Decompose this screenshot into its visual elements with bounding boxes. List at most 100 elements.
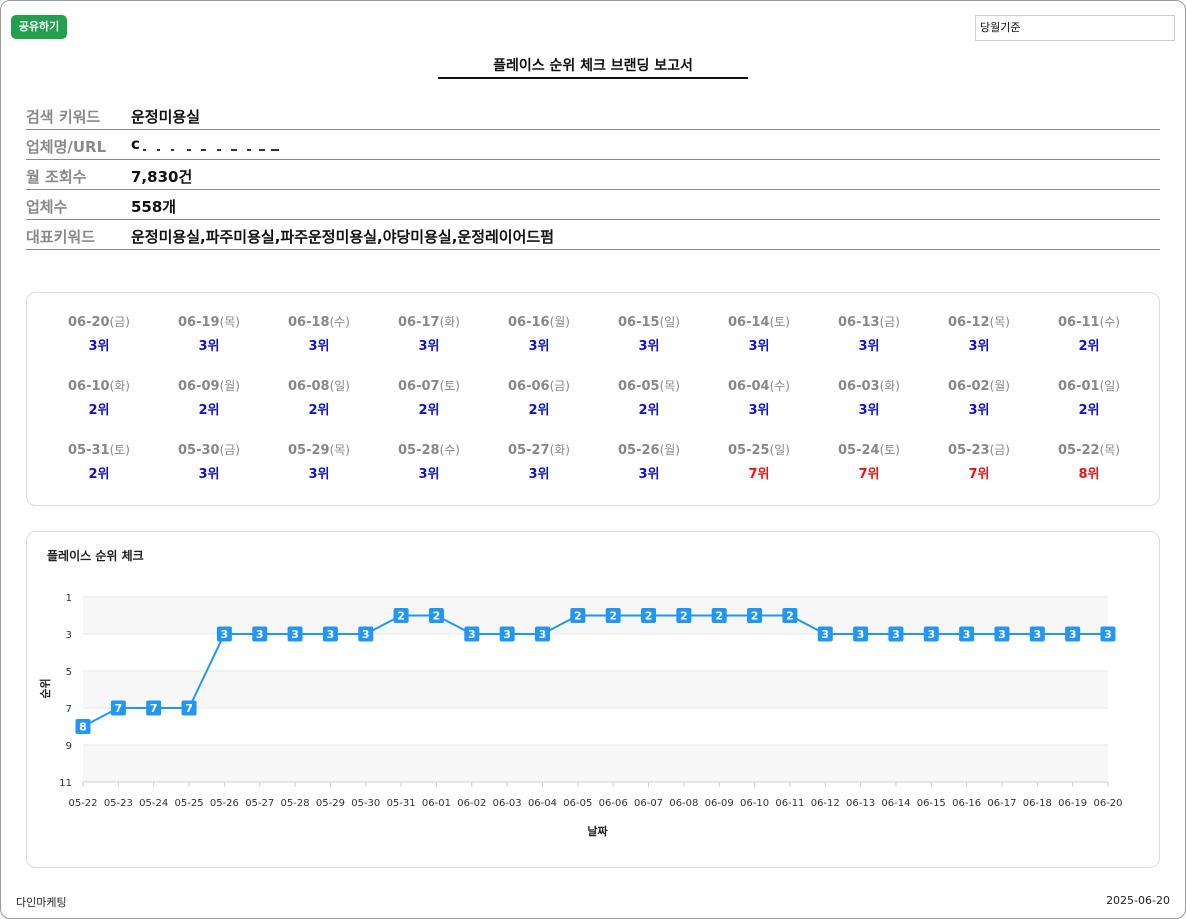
rank-row: 06-10(화) 2위 06-09(월) 2위 06-08(일) 2위 06-07(토) 2위… bbox=[44, 377, 1144, 441]
data-point bbox=[570, 608, 586, 623]
rank-date-text: 05-22 bbox=[1058, 443, 1100, 458]
rank-day-of-week: (금) bbox=[879, 315, 900, 329]
data-point bbox=[1029, 626, 1045, 642]
rank-date: 05-24(토) bbox=[814, 441, 924, 461]
rank-day-of-week: (목) bbox=[329, 443, 350, 457]
rank-date: 06-08(일) bbox=[264, 377, 374, 397]
info-row-business-count: 업체수 558개 bbox=[26, 190, 1160, 220]
x-tick-label: 05-28 bbox=[281, 798, 310, 809]
x-tick-label: 06-18 bbox=[1023, 798, 1052, 809]
rank-date: 05-29(목) bbox=[264, 441, 374, 461]
rank-date-text: 05-31 bbox=[68, 443, 110, 458]
rank-cell: 05-27(화) 3위 bbox=[484, 441, 594, 505]
rank-date-text: 05-23 bbox=[948, 443, 990, 458]
data-point bbox=[181, 700, 197, 716]
info-value: 558개 bbox=[131, 198, 177, 216]
rank-cell: 06-14(토) 3위 bbox=[704, 313, 814, 377]
data-label: 3 bbox=[362, 628, 370, 641]
info-value: 운정미용실 bbox=[131, 108, 201, 126]
rank-date-text: 05-30 bbox=[178, 443, 220, 458]
rank-cell: 05-26(월) 3위 bbox=[594, 441, 704, 505]
x-tick-label: 05-25 bbox=[175, 798, 204, 809]
rank-date-text: 05-24 bbox=[838, 443, 880, 458]
data-point bbox=[711, 608, 727, 623]
rank-date-text: 06-17 bbox=[398, 315, 440, 330]
rank-date: 06-01(일) bbox=[1034, 377, 1144, 397]
info-label: 업체수 bbox=[26, 198, 68, 216]
rank-cell: 05-31(토) 2위 bbox=[44, 441, 154, 505]
x-tick-label: 05-24 bbox=[139, 798, 168, 809]
rank-cell: 06-20(금) 3위 bbox=[44, 313, 154, 377]
rank-date: 05-26(월) bbox=[594, 441, 704, 461]
rank-date: 06-12(목) bbox=[924, 313, 1034, 333]
rank-date: 05-27(화) bbox=[484, 441, 594, 461]
x-tick-label: 06-16 bbox=[952, 798, 981, 809]
rank-day-of-week: (수) bbox=[769, 379, 790, 393]
rank-cell: 06-10(화) 2위 bbox=[44, 377, 154, 441]
info-value-masked: c bbox=[131, 135, 281, 157]
rank-value: 3위 bbox=[418, 467, 440, 482]
x-tick-label: 06-07 bbox=[634, 798, 663, 809]
rank-date-text: 06-19 bbox=[178, 315, 220, 330]
redaction-marks bbox=[140, 135, 281, 151]
rank-cell: 06-08(일) 2위 bbox=[264, 377, 374, 441]
rank-value: 3위 bbox=[198, 467, 220, 482]
rank-date: 06-11(수) bbox=[1034, 313, 1144, 333]
rank-value: 3위 bbox=[638, 339, 660, 354]
data-label: 3 bbox=[892, 628, 900, 641]
data-label: 2 bbox=[751, 610, 759, 623]
data-label: 3 bbox=[468, 628, 476, 641]
info-table: 검색 키워드 운정미용실 업체명/URL c 월 조회수 bbox=[26, 100, 1160, 250]
rank-chart-card: 플레이스 순위 체크 1 3 5 7 9 11 05-22 05-23 05-24 05-25 05… bbox=[26, 531, 1160, 868]
x-tick-label: 06-20 bbox=[1093, 798, 1122, 809]
rank-value: 7위 bbox=[858, 467, 880, 482]
rank-day-of-week: (금) bbox=[109, 315, 130, 329]
rank-date: 06-20(금) bbox=[44, 313, 154, 333]
rank-date: 06-13(금) bbox=[814, 313, 924, 333]
rank-cell: 06-05(목) 2위 bbox=[594, 377, 704, 441]
rank-cell: 05-28(수) 3위 bbox=[374, 441, 484, 505]
data-label: 2 bbox=[715, 610, 723, 623]
rank-day-of-week: (금) bbox=[989, 443, 1010, 457]
rank-value: 3위 bbox=[528, 339, 550, 354]
rank-date-text: 06-05 bbox=[618, 379, 660, 394]
rank-cell: 05-25(일) 7위 bbox=[704, 441, 814, 505]
share-button[interactable]: 공유하기 bbox=[11, 15, 67, 39]
rank-date-text: 06-18 bbox=[288, 315, 330, 330]
rank-day-of-week: (월) bbox=[659, 443, 680, 457]
x-tick-label: 06-09 bbox=[705, 798, 734, 809]
rank-day-of-week: (화) bbox=[879, 379, 900, 393]
rank-day-of-week: (목) bbox=[989, 315, 1010, 329]
rank-value: 3위 bbox=[858, 403, 880, 418]
rank-day-of-week: (화) bbox=[109, 379, 130, 393]
data-point bbox=[110, 700, 126, 716]
rank-date-text: 06-11 bbox=[1058, 315, 1100, 330]
rank-date: 06-15(일) bbox=[594, 313, 704, 333]
info-label: 월 조회수 bbox=[26, 168, 87, 186]
rank-value: 3위 bbox=[88, 339, 110, 354]
data-label: 3 bbox=[998, 628, 1006, 641]
y-tick-label: 7 bbox=[66, 704, 72, 715]
rank-date-text: 06-03 bbox=[838, 379, 880, 394]
rank-cell: 05-23(금) 7위 bbox=[924, 441, 1034, 505]
period-select[interactable]: 당월기준 bbox=[975, 15, 1175, 41]
info-row-monthly-views: 월 조회수 7,830건 bbox=[26, 160, 1160, 190]
rank-cell: 05-29(목) 3위 bbox=[264, 441, 374, 505]
rank-value: 2위 bbox=[88, 403, 110, 418]
rank-day-of-week: (토) bbox=[879, 443, 900, 457]
rank-date: 06-16(월) bbox=[484, 313, 594, 333]
data-label: 3 bbox=[1033, 628, 1041, 641]
data-label: 3 bbox=[821, 628, 829, 641]
rank-date-text: 06-10 bbox=[68, 379, 110, 394]
y-tick-label: 9 bbox=[66, 741, 72, 752]
data-label: 3 bbox=[1104, 628, 1112, 641]
rank-date-text: 05-28 bbox=[398, 443, 440, 458]
info-label: 대표키워드 bbox=[26, 228, 96, 246]
data-point bbox=[75, 719, 91, 734]
x-tick-label: 06-08 bbox=[669, 798, 698, 809]
rank-date: 06-10(화) bbox=[44, 377, 154, 397]
y-tick-label: 5 bbox=[66, 667, 72, 678]
rank-day-of-week: (수) bbox=[439, 443, 460, 457]
x-tick-label: 05-26 bbox=[210, 798, 239, 809]
rank-cell: 06-07(토) 2위 bbox=[374, 377, 484, 441]
